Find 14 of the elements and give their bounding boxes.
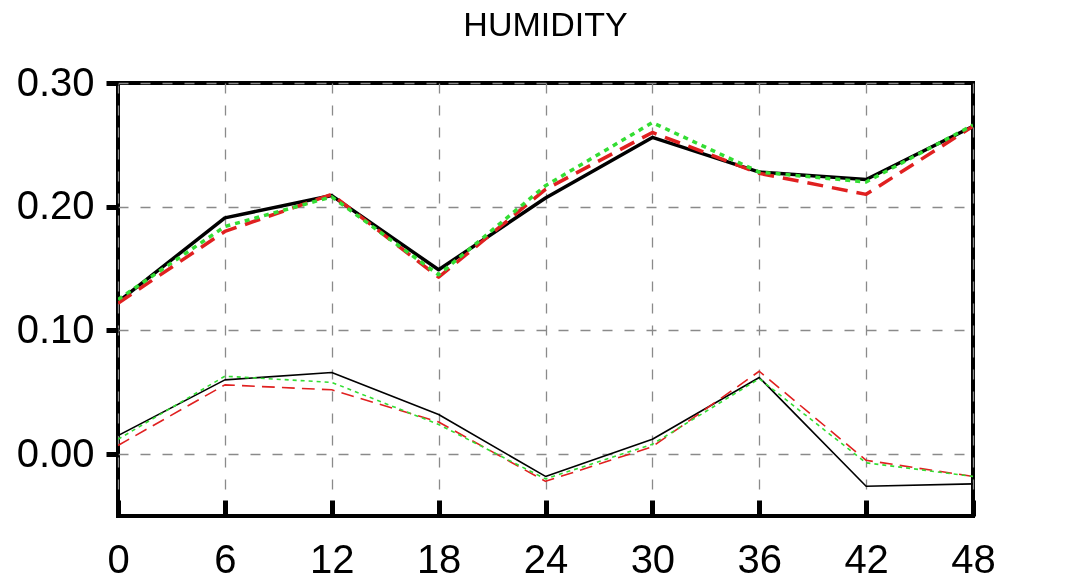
x-tick-label: 12 — [310, 536, 355, 578]
x-tick-label: 42 — [844, 536, 889, 578]
y-tick-label: 0.10 — [16, 306, 95, 351]
y-tick-label: 0.20 — [16, 183, 95, 228]
x-tick-label: 18 — [416, 536, 462, 578]
y-tick-label: 0.00 — [16, 430, 95, 475]
x-tick-label: 30 — [630, 536, 676, 578]
x-tick-label: 48 — [951, 536, 996, 578]
x-tick-label: 0 — [107, 536, 130, 578]
y-tick-label: 0.30 — [16, 59, 95, 104]
x-tick-label: 6 — [214, 536, 237, 578]
chart-title: HUMIDITY — [463, 5, 628, 43]
x-tick-label: 24 — [523, 536, 569, 578]
x-tick-label: 36 — [737, 536, 782, 578]
